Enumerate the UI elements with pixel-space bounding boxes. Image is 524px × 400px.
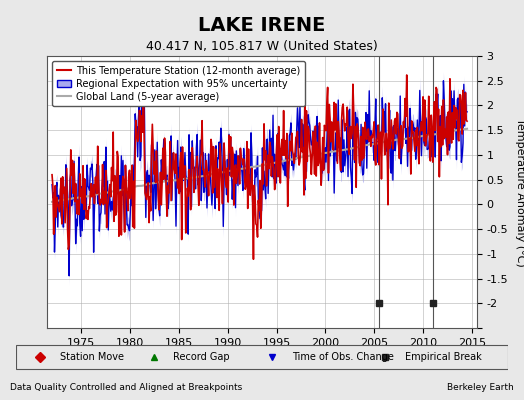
Text: 40.417 N, 105.817 W (United States): 40.417 N, 105.817 W (United States) xyxy=(146,40,378,53)
Y-axis label: Temperature Anomaly (°C): Temperature Anomaly (°C) xyxy=(515,118,524,266)
Text: Station Move: Station Move xyxy=(60,352,124,362)
Text: Data Quality Controlled and Aligned at Breakpoints: Data Quality Controlled and Aligned at B… xyxy=(10,383,243,392)
Text: Berkeley Earth: Berkeley Earth xyxy=(447,383,514,392)
Text: Empirical Break: Empirical Break xyxy=(405,352,482,362)
Text: Time of Obs. Change: Time of Obs. Change xyxy=(291,352,394,362)
Text: Record Gap: Record Gap xyxy=(173,352,230,362)
Text: LAKE IRENE: LAKE IRENE xyxy=(198,16,326,35)
Legend: This Temperature Station (12-month average), Regional Expectation with 95% uncer: This Temperature Station (12-month avera… xyxy=(52,61,305,106)
